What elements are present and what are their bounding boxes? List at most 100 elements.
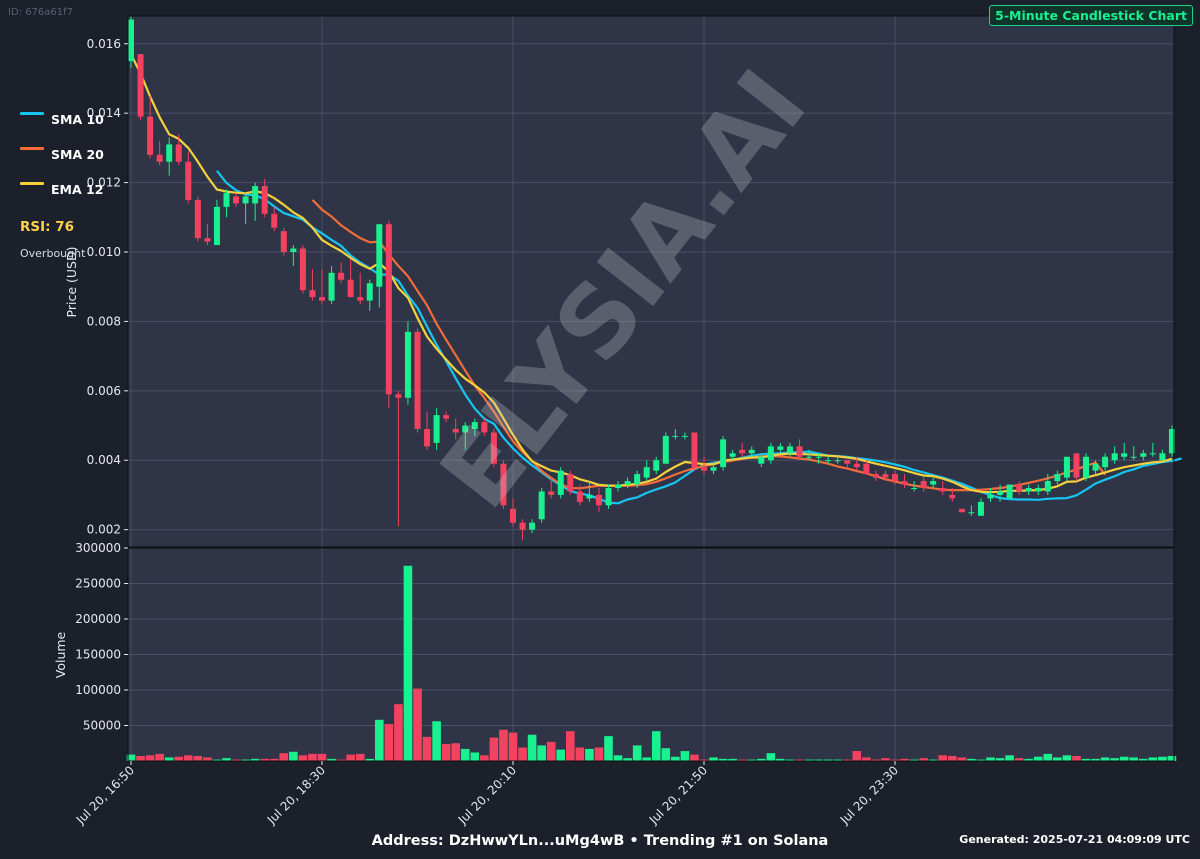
volume-tick-label: 150000 [75, 648, 121, 662]
volume-bar [556, 749, 566, 761]
candle-body [137, 54, 144, 117]
candle-body [615, 484, 622, 488]
candle-body [414, 331, 421, 429]
candle [777, 442, 784, 454]
candle-body [213, 206, 220, 246]
volume-bar [1148, 757, 1158, 761]
candle [882, 470, 889, 482]
candle [185, 151, 192, 204]
candle-body [290, 248, 297, 252]
rsi-value: RSI: 76 [20, 219, 75, 235]
volume-bar [145, 755, 155, 761]
candle-body [863, 463, 870, 475]
volume-bar [384, 724, 394, 761]
candle-body [729, 453, 736, 457]
candle [815, 453, 822, 464]
candle [452, 418, 459, 440]
candle [500, 460, 507, 509]
candle [404, 321, 411, 405]
x-tick-label: Jul 20, 18:30 [264, 763, 328, 827]
volume-tick-label: 200000 [75, 612, 121, 626]
candle-body [500, 463, 507, 506]
volume-bar [718, 758, 728, 761]
volume-bar [699, 759, 709, 761]
candle [997, 484, 1004, 502]
candle [1063, 456, 1070, 482]
candle-body [280, 231, 287, 252]
volume-bar [1167, 756, 1177, 761]
candle-body [882, 474, 889, 478]
candle-body [1006, 484, 1013, 499]
candle [471, 418, 478, 436]
price-y-ticks: 0.002 0.004 0.006 0.008 0.010 0.012 0.014 0.016 [87, 37, 128, 537]
price-tick-label: 0.004 [87, 453, 121, 467]
volume-bar [1053, 757, 1062, 761]
volume-bar [747, 759, 757, 761]
candle-body [261, 186, 268, 214]
candle [271, 206, 278, 232]
volume-bar [938, 755, 948, 761]
x-axis-ticks: Jul 20, 16:50 Jul 20, 18:30 Jul 20, 20:10 J… [73, 761, 901, 827]
candle-body [987, 494, 994, 499]
candle [729, 449, 736, 461]
candle [634, 470, 641, 488]
candle-body [395, 394, 402, 398]
candle [892, 470, 898, 485]
candle [825, 456, 832, 464]
candle [624, 477, 631, 488]
volume-bar [814, 759, 823, 761]
candle-body [194, 199, 201, 239]
rsi-status: Overbought [20, 247, 86, 260]
candle [204, 224, 211, 246]
candle [920, 477, 927, 492]
candle [786, 442, 793, 457]
candle-body [576, 491, 583, 502]
candle-body [424, 429, 431, 447]
candle-body [452, 429, 459, 433]
candle-body [1111, 453, 1118, 461]
candle-body [404, 331, 411, 398]
candle-body [796, 446, 803, 457]
candle [490, 429, 497, 468]
volume-bar [260, 758, 269, 761]
candle [385, 220, 392, 409]
volume-bar [976, 759, 986, 761]
candle-body [1016, 484, 1023, 492]
volume-bar [470, 752, 480, 761]
candle-body [1092, 463, 1099, 471]
candle [853, 456, 860, 471]
x-tick-label: Jul 20, 21:50 [646, 763, 710, 827]
candle [147, 95, 154, 159]
volume-bar [279, 753, 289, 761]
candle [299, 245, 306, 294]
candle [796, 439, 803, 461]
candle-body [299, 248, 306, 291]
candle [958, 508, 965, 513]
candle [949, 488, 956, 502]
candle [672, 429, 679, 440]
volume-y-ticks: 50000 100000 150000 200000 250000 300000 [75, 541, 128, 733]
candle [1149, 442, 1156, 457]
legend-swatch-sma-10 [20, 112, 44, 115]
candle [166, 137, 173, 176]
volume-bar [928, 759, 938, 761]
candle [1073, 453, 1080, 482]
legend-label-sma-10: SMA 10 [51, 112, 104, 127]
candle-body [166, 144, 173, 162]
candle-body [443, 415, 450, 419]
candle [242, 193, 249, 225]
candle [1111, 446, 1118, 464]
price-axis-title: Price (USD) [64, 247, 79, 318]
candle [911, 481, 918, 492]
volume-bar [862, 757, 871, 761]
candle [758, 453, 765, 468]
candle-body [786, 446, 793, 454]
volume-bar [804, 759, 814, 761]
candle-body [653, 460, 660, 471]
candle-body [672, 435, 679, 437]
volume-bar [403, 565, 413, 761]
token-address-caption: Address: DzHwwYLn...uMg4wB • Trending #1… [371, 833, 829, 849]
volume-bars [126, 565, 1177, 761]
candle [1159, 449, 1166, 461]
volume-bar [184, 755, 193, 761]
